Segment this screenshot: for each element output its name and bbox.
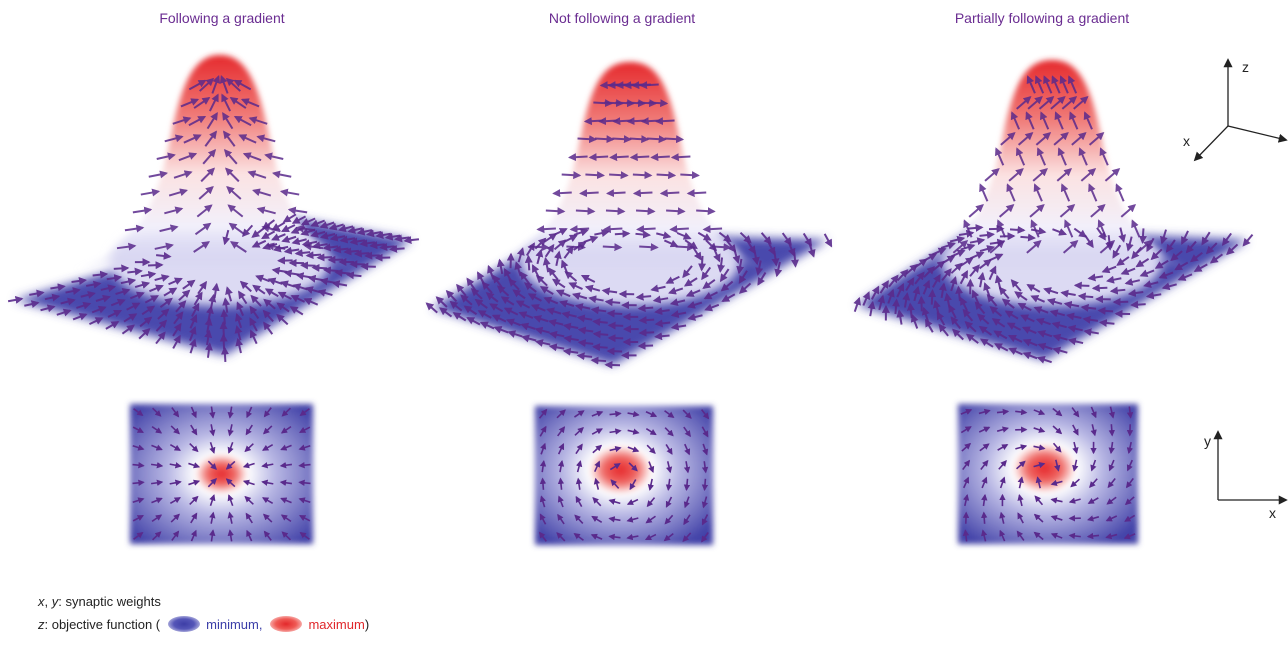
surface-plots bbox=[7, 55, 1254, 369]
legend-maximum-label: maximum bbox=[308, 617, 365, 632]
surface-3 bbox=[853, 60, 1254, 364]
flow-maps bbox=[130, 404, 1138, 545]
axis2d-y-label: y bbox=[1204, 433, 1211, 449]
legend-minimum-label: minimum, bbox=[206, 617, 263, 632]
flow-map-3 bbox=[958, 404, 1138, 544]
flow-map-2 bbox=[535, 406, 713, 545]
axis2d-x-label: x bbox=[1269, 505, 1276, 521]
axis3d-z-label: z bbox=[1242, 59, 1249, 75]
surface-2 bbox=[425, 62, 833, 369]
axes-3d-icon: z x bbox=[1183, 58, 1288, 162]
panel-title-not-following: Not following a gradient bbox=[548, 10, 696, 26]
surface-1 bbox=[7, 55, 420, 363]
axes-2d-icon: y x bbox=[1204, 430, 1288, 521]
maximum-swatch-icon bbox=[270, 616, 303, 632]
legend-synaptic-weights: x, y: synaptic weights bbox=[38, 594, 161, 609]
minimum-swatch-icon bbox=[168, 616, 201, 632]
axis3d-x-label: x bbox=[1183, 133, 1190, 149]
flow-map-1 bbox=[130, 404, 313, 544]
panel-title-partially-following: Partially following a gradient bbox=[954, 10, 1130, 26]
legend-objective-function: z: objective function (minimum, maximum) bbox=[38, 616, 370, 632]
panel-title-following: Following a gradient bbox=[159, 10, 285, 26]
